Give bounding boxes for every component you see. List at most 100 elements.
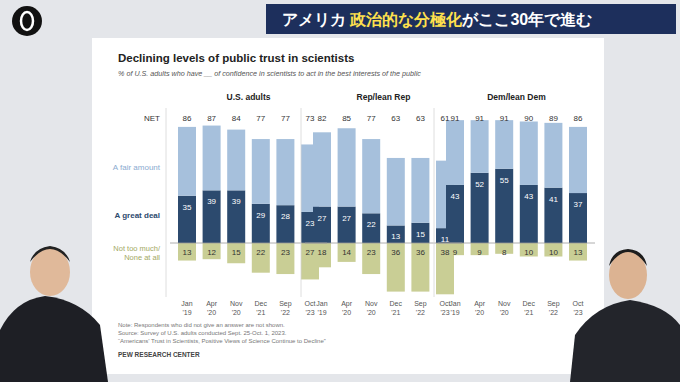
presenter-right-body (570, 300, 680, 382)
data-label: 27 (306, 248, 315, 257)
x-tick-label-line: Dec (255, 300, 268, 307)
data-label: 10 (549, 248, 558, 257)
data-label: 39 (207, 197, 216, 206)
data-label: 41 (549, 195, 558, 204)
panel-title: Dem/lean Dem (487, 92, 546, 102)
bar-not-too-much (387, 243, 405, 292)
net-value: 77 (367, 114, 376, 123)
x-tick-label-line: Apr (474, 300, 486, 308)
data-label: 36 (391, 248, 400, 257)
x-tick-label: Apr'20 (474, 300, 486, 316)
bar-fair-amount (411, 158, 429, 223)
bar-fair-amount (276, 139, 294, 205)
bar-not-too-much (411, 243, 429, 292)
data-label: 37 (574, 200, 583, 209)
note: Note: Respondents who did not give an an… (118, 322, 285, 328)
slide (92, 38, 604, 374)
panel-title: Rep/lean Rep (357, 92, 411, 102)
bar-great-deal (544, 188, 562, 243)
net-value: 86 (574, 114, 583, 123)
header-part: アメリカ (282, 11, 350, 28)
x-tick-label-line: '21 (524, 309, 533, 316)
x-tick-label-line: '21 (391, 309, 400, 316)
x-tick-label-line: Apr (206, 300, 218, 308)
baseline (438, 243, 595, 244)
bar-great-deal (227, 190, 245, 243)
data-label: 8 (502, 248, 507, 257)
panel-axis (301, 108, 302, 297)
panel-axis (166, 108, 167, 297)
x-tick-label-line: '23 (440, 309, 449, 316)
bar-great-deal (178, 196, 196, 243)
labels: U.S. adults351386Jan'19391287Apr'2039158… (181, 92, 583, 316)
bar-not-too-much (203, 243, 221, 259)
bar-not-too-much (178, 243, 196, 261)
panel-title: U.S. adults (227, 92, 271, 102)
bar-great-deal (203, 190, 221, 243)
x-tick-label: Oct '23 (573, 300, 584, 316)
data-label: 27 (342, 214, 351, 223)
data-label: 29 (256, 211, 265, 220)
x-tick-label: Dec '21 (523, 300, 536, 316)
net-value: 63 (391, 114, 400, 123)
x-tick-label: Apr'20 (206, 300, 218, 316)
bar-great-deal (252, 204, 270, 243)
chart-subtitle: % of U.S. adults who have __ of confiden… (118, 69, 421, 78)
x-tick-label-line: '19 (450, 309, 459, 316)
bar-fair-amount (362, 139, 380, 213)
x-tick-label: Nov'20 (365, 300, 378, 316)
data-label: 28 (281, 212, 290, 221)
x-tick-label-line: '20 (207, 309, 216, 316)
x-tick-label-line: '23 (573, 309, 582, 316)
header-part: がここ30年で進む (461, 11, 592, 28)
bar-great-deal (338, 207, 356, 243)
net-value: 84 (232, 114, 241, 123)
net-label: NET (144, 114, 160, 123)
data-label: 22 (256, 248, 265, 257)
x-tick-label-line: Jan (181, 300, 192, 307)
x-tick-label: Jan '19 (449, 300, 460, 316)
data-label: 13 (391, 232, 400, 241)
x-tick-label-line: '23 (305, 309, 314, 316)
chart-title: Declining levels of public trust in scie… (118, 52, 354, 64)
data-label: 9 (453, 248, 458, 257)
bar-great-deal (569, 193, 587, 243)
data-label: 36 (416, 248, 425, 257)
x-tick-label-line: '20 (342, 309, 351, 316)
x-tick-label-line: Oct (573, 300, 584, 307)
legend-label: A great deal (115, 211, 161, 220)
x-tick-label: Jan'19 (316, 300, 327, 316)
bar-great-deal (276, 205, 294, 243)
bar-great-deal (520, 185, 538, 243)
data-label: 43 (451, 192, 460, 201)
x-tick-label-line: '21 (256, 309, 265, 316)
x-tick-label-line: Apr (341, 300, 353, 308)
data-label: 38 (441, 248, 450, 257)
bar-great-deal (411, 223, 429, 243)
x-tick-label-line: '19 (182, 309, 191, 316)
net-value: 61 (441, 114, 450, 123)
presenter-left-hair (30, 246, 70, 262)
data-label: 23 (306, 219, 315, 228)
net-value: 90 (524, 114, 533, 123)
x-tick-label-line: Sep (279, 300, 292, 308)
net-value: 89 (549, 114, 558, 123)
x-tick-label: Dec '21 (255, 300, 268, 316)
x-tick-label-line: Jan (316, 300, 327, 307)
x-tick-label-line: Jan (449, 300, 460, 307)
x-tick-label-line: Dec (523, 300, 536, 307)
bar-fair-amount (203, 126, 221, 191)
data-label: 9 (477, 248, 482, 257)
data-label: 12 (207, 248, 216, 257)
background (0, 0, 680, 382)
header-part: 政治的な分極化 (349, 11, 463, 29)
bar-not-too-much (520, 243, 538, 257)
presenter-right-hair (609, 249, 647, 266)
bar-not-too-much (227, 243, 245, 263)
data-label: 13 (183, 248, 192, 257)
bar-great-deal (387, 225, 405, 243)
bar-not-too-much (569, 243, 587, 261)
bar-not-too-much (276, 243, 294, 274)
legend-label: A fair amount (113, 163, 161, 172)
x-tick-label: Apr'20 (341, 300, 353, 316)
